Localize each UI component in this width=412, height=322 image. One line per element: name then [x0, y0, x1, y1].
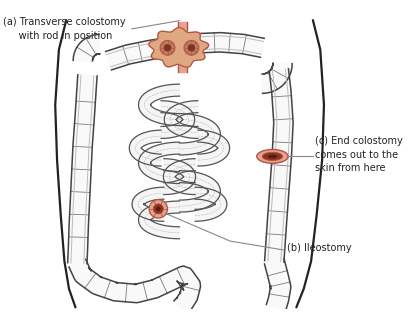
- Polygon shape: [265, 69, 293, 262]
- Polygon shape: [129, 130, 161, 166]
- Polygon shape: [265, 259, 291, 310]
- Polygon shape: [179, 171, 220, 212]
- Circle shape: [156, 206, 161, 211]
- Polygon shape: [138, 84, 180, 126]
- Polygon shape: [178, 50, 187, 72]
- Polygon shape: [195, 187, 227, 221]
- Polygon shape: [69, 259, 201, 314]
- Ellipse shape: [257, 149, 288, 163]
- Polygon shape: [178, 22, 187, 46]
- Ellipse shape: [262, 152, 283, 161]
- Polygon shape: [161, 101, 194, 138]
- Polygon shape: [164, 159, 195, 194]
- FancyBboxPatch shape: [166, 43, 198, 52]
- Circle shape: [160, 41, 175, 55]
- Polygon shape: [198, 130, 229, 166]
- Polygon shape: [105, 33, 264, 70]
- Polygon shape: [138, 201, 180, 239]
- Text: (c) End colostomy
comes out to the
skin from here: (c) End colostomy comes out to the skin …: [315, 136, 403, 173]
- Polygon shape: [73, 34, 100, 61]
- Text: (a) Transverse colostomy
     with rod in position: (a) Transverse colostomy with rod in pos…: [3, 17, 125, 41]
- Polygon shape: [179, 114, 220, 155]
- Circle shape: [149, 200, 168, 218]
- Ellipse shape: [268, 155, 277, 158]
- Circle shape: [188, 44, 195, 52]
- Polygon shape: [132, 187, 164, 221]
- Polygon shape: [68, 75, 97, 264]
- Text: (b) Ileostomy: (b) Ileostomy: [287, 242, 352, 252]
- Polygon shape: [164, 101, 198, 138]
- Circle shape: [184, 41, 199, 55]
- Circle shape: [164, 44, 171, 52]
- Circle shape: [153, 204, 164, 214]
- Polygon shape: [164, 159, 196, 194]
- Polygon shape: [138, 142, 180, 184]
- Polygon shape: [262, 63, 292, 93]
- Polygon shape: [149, 28, 208, 67]
